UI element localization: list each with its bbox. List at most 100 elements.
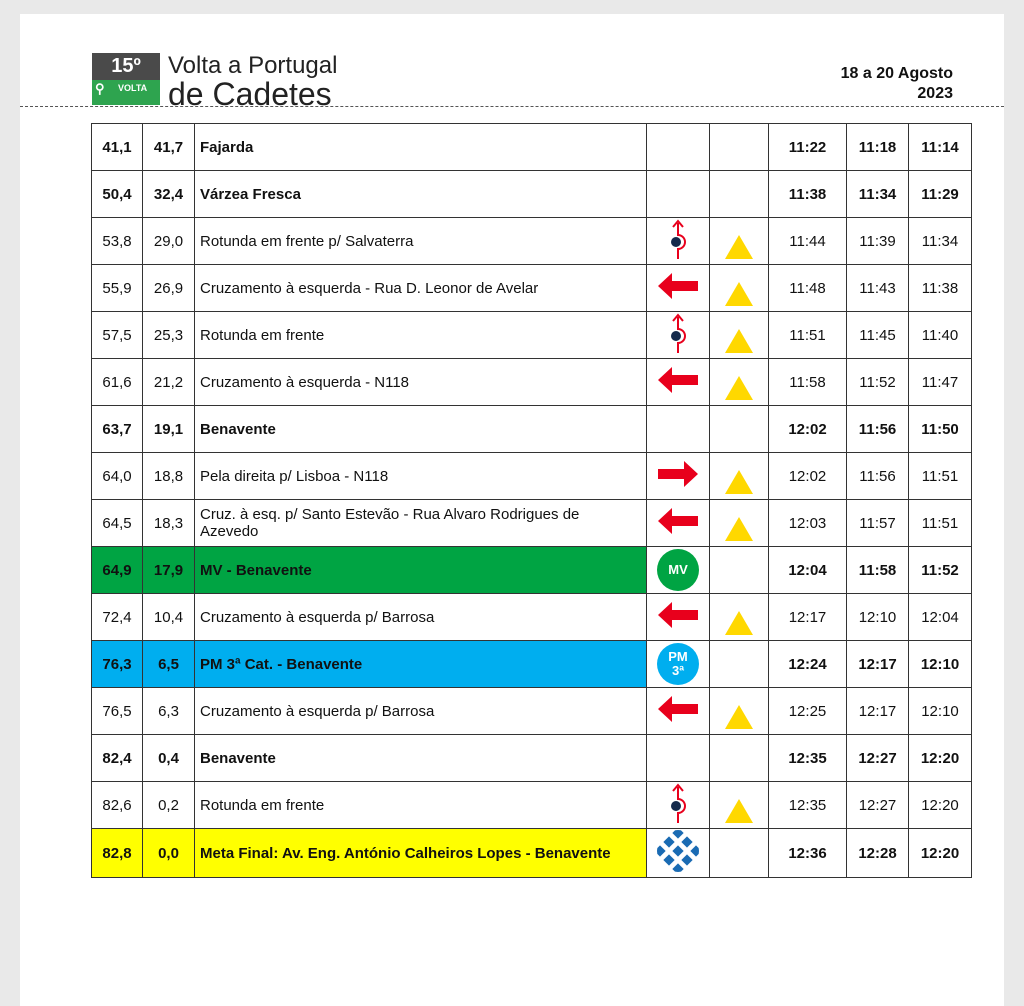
warning-cell [709, 546, 769, 594]
divider [20, 106, 1004, 107]
time-fast: 12:02 [768, 405, 847, 453]
mv-badge-icon: MV [657, 549, 699, 591]
location: Rotunda em frente p/ Salvaterra [194, 217, 647, 265]
time-medium: 11:58 [846, 546, 909, 594]
direction-cell [646, 358, 710, 406]
time-medium: 11:57 [846, 499, 909, 547]
time-fast: 12:25 [768, 687, 847, 735]
km-remaining: 41,7 [142, 123, 195, 171]
warning-triangle-icon [725, 282, 753, 306]
event-date: 18 a 20 Agosto 2023 [841, 64, 953, 104]
warning-cell [709, 687, 769, 735]
km-covered: 76,5 [91, 687, 143, 735]
time-slow: 12:20 [908, 734, 972, 782]
time-fast: 12:03 [768, 499, 847, 547]
km-remaining: 32,4 [142, 170, 195, 218]
table-row: 82,8 0,0 Meta Final: Av. Eng. António Calh… [91, 828, 972, 878]
km-covered: 76,3 [91, 640, 143, 688]
time-medium: 11:56 [846, 405, 909, 453]
km-covered: 53,8 [91, 217, 143, 265]
time-medium: 12:17 [846, 687, 909, 735]
location: Rotunda em frente [194, 311, 647, 359]
badge-category: 3ª [671, 663, 685, 678]
time-medium: 11:34 [846, 170, 909, 218]
direction-cell [646, 734, 710, 782]
location: PM 3ª Cat. - Benavente [194, 640, 647, 688]
direction-cell [646, 217, 710, 265]
roundabout-icon [666, 219, 690, 263]
date-range: 18 a 20 Agosto [840, 65, 953, 82]
warning-triangle-icon [725, 235, 753, 259]
direction-cell [646, 828, 710, 878]
km-remaining: 10,4 [142, 593, 195, 641]
warning-cell [709, 499, 769, 547]
km-covered: 82,4 [91, 734, 143, 782]
table-row: 76,3 6,5 PM 3ª Cat. - Benavente PM 3ª 12:24 12… [91, 640, 972, 688]
time-medium: 11:52 [846, 358, 909, 406]
warning-cell [709, 123, 769, 171]
time-fast: 11:22 [768, 123, 847, 171]
warning-triangle-icon [725, 329, 753, 353]
location: Cruzamento à esquerda p/ Barrosa [194, 687, 647, 735]
direction-cell: PM 3ª [646, 640, 710, 688]
warning-cell [709, 781, 769, 829]
table-row: 41,1 41,7 Fajarda 11:22 11:18 11:14 [91, 123, 972, 171]
roundabout-icon [666, 313, 690, 357]
direction-cell [646, 311, 710, 359]
km-covered: 50,4 [91, 170, 143, 218]
warning-cell [709, 452, 769, 500]
direction-cell [646, 405, 710, 453]
time-fast: 11:44 [768, 217, 847, 265]
table-row: 50,4 32,4 Várzea Fresca 11:38 11:34 11:29 [91, 170, 972, 218]
time-slow: 12:10 [908, 640, 972, 688]
time-slow: 11:29 [908, 170, 972, 218]
time-slow: 11:38 [908, 264, 972, 312]
time-slow: 12:20 [908, 781, 972, 829]
event-title: Volta a Portugal de Cadetes [168, 53, 337, 111]
logo: 15º ⚲ VOLTA [92, 53, 160, 105]
location: MV - Benavente [194, 546, 647, 594]
km-covered: 64,9 [91, 546, 143, 594]
arrow-left-icon [656, 602, 700, 634]
time-medium: 11:56 [846, 452, 909, 500]
warning-cell [709, 358, 769, 406]
warning-cell [709, 593, 769, 641]
km-remaining: 6,3 [142, 687, 195, 735]
route-schedule-table: 41,1 41,7 Fajarda 11:22 11:18 11:14 50,4 32,4 Vá… [91, 123, 972, 878]
km-covered: 64,0 [91, 452, 143, 500]
time-slow: 12:20 [908, 828, 972, 878]
km-remaining: 19,1 [142, 405, 195, 453]
location: Meta Final: Av. Eng. António Calheiros L… [194, 828, 647, 878]
time-fast: 11:51 [768, 311, 847, 359]
time-medium: 12:27 [846, 781, 909, 829]
warning-triangle-icon [725, 611, 753, 635]
location: Cruzamento à esquerda - N118 [194, 358, 647, 406]
location: Benavente [194, 734, 647, 782]
arrow-left-icon [656, 367, 700, 399]
pm-badge-icon: PM 3ª [657, 643, 699, 685]
time-slow: 11:47 [908, 358, 972, 406]
km-remaining: 29,0 [142, 217, 195, 265]
time-fast: 12:35 [768, 734, 847, 782]
time-medium: 11:39 [846, 217, 909, 265]
km-covered: 41,1 [91, 123, 143, 171]
km-covered: 55,9 [91, 264, 143, 312]
arrow-left-icon [656, 273, 700, 305]
time-fast: 11:38 [768, 170, 847, 218]
table-row: 57,5 25,3 Rotunda em frente 11:51 11:45 11:40 [91, 311, 972, 359]
km-remaining: 21,2 [142, 358, 195, 406]
warning-triangle-icon [725, 470, 753, 494]
logo-text: VOLTA [118, 83, 148, 93]
table-row: 64,0 18,8 Pela direita p/ Lisboa - N118 12:… [91, 452, 972, 500]
time-medium: 12:27 [846, 734, 909, 782]
km-remaining: 0,2 [142, 781, 195, 829]
badge-text: PM [668, 649, 688, 664]
warning-cell [709, 170, 769, 218]
warning-cell [709, 217, 769, 265]
direction-cell [646, 687, 710, 735]
km-covered: 63,7 [91, 405, 143, 453]
time-fast: 12:24 [768, 640, 847, 688]
warning-triangle-icon [725, 376, 753, 400]
km-remaining: 0,4 [142, 734, 195, 782]
arrow-left-icon [656, 696, 700, 728]
